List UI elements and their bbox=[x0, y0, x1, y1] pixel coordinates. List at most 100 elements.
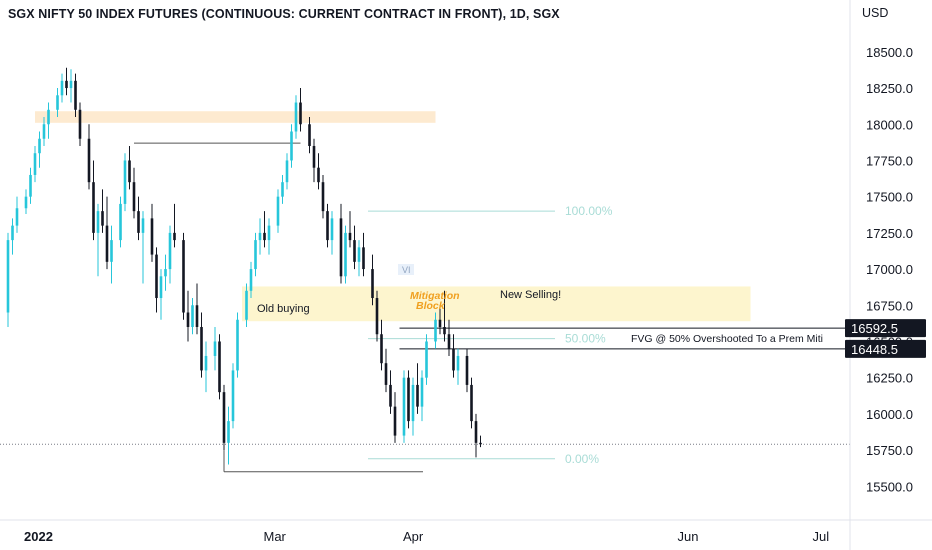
candle bbox=[29, 167, 32, 204]
y-tick-label: 15500.0 bbox=[866, 479, 913, 494]
candle bbox=[308, 117, 311, 154]
candle bbox=[389, 370, 392, 414]
x-tick-label: 2022 bbox=[24, 529, 53, 544]
candle-body bbox=[132, 182, 136, 212]
candle bbox=[168, 225, 172, 284]
candle-body bbox=[456, 355, 460, 371]
x-tick-label: Mar bbox=[264, 529, 287, 544]
candle bbox=[357, 240, 361, 277]
candle-body bbox=[231, 370, 235, 422]
candle bbox=[290, 124, 293, 168]
candle-body bbox=[425, 341, 428, 378]
candle-body bbox=[474, 421, 478, 443]
candle-body bbox=[78, 109, 82, 139]
candle bbox=[33, 145, 37, 183]
price-label-bg bbox=[845, 319, 926, 338]
candle-body bbox=[6, 240, 10, 313]
annotation-mitigation-1: Mitigation bbox=[410, 290, 460, 302]
candle bbox=[42, 117, 46, 146]
candle-body bbox=[47, 109, 50, 125]
candle-body bbox=[420, 377, 424, 407]
candle-body bbox=[299, 102, 302, 125]
candle bbox=[105, 196, 109, 270]
candle bbox=[231, 363, 235, 429]
candle bbox=[132, 167, 136, 219]
candle-body bbox=[447, 334, 451, 349]
candle-body bbox=[389, 384, 392, 407]
candle bbox=[123, 153, 127, 212]
candle-body bbox=[101, 211, 104, 226]
candle bbox=[416, 363, 419, 414]
candle-body bbox=[290, 131, 293, 161]
candle bbox=[330, 211, 334, 255]
candle bbox=[204, 341, 208, 393]
candle bbox=[443, 290, 446, 342]
candle-body bbox=[191, 305, 194, 327]
candle-body bbox=[357, 247, 361, 262]
y-tick-label: 15750.0 bbox=[866, 443, 913, 458]
candle-body bbox=[326, 211, 329, 241]
candle bbox=[155, 247, 158, 313]
candle bbox=[249, 261, 253, 299]
candle-body bbox=[470, 384, 473, 422]
candle-body bbox=[348, 232, 352, 241]
candle-body bbox=[218, 341, 221, 393]
candle bbox=[159, 269, 163, 320]
candle bbox=[312, 138, 316, 183]
y-tick-label: 18000.0 bbox=[866, 117, 913, 132]
candle-body bbox=[56, 95, 59, 110]
candle bbox=[375, 290, 379, 342]
candle-body bbox=[353, 240, 356, 262]
candle bbox=[438, 305, 442, 335]
candle-body bbox=[150, 218, 154, 255]
candle bbox=[402, 370, 406, 443]
y-tick-label: 16750.0 bbox=[866, 298, 913, 313]
candle bbox=[285, 153, 289, 190]
candle bbox=[119, 196, 122, 248]
candle bbox=[92, 160, 95, 241]
candle-body bbox=[182, 240, 185, 313]
candle-body bbox=[11, 225, 14, 241]
candle bbox=[74, 73, 77, 118]
candle-body bbox=[465, 355, 469, 385]
candle-body bbox=[29, 174, 32, 197]
candle bbox=[299, 88, 302, 132]
candle-body bbox=[24, 196, 28, 209]
candle bbox=[141, 211, 145, 284]
candle-body bbox=[276, 196, 280, 226]
candle bbox=[384, 348, 388, 393]
mitigation-zone bbox=[525, 286, 751, 322]
candle-body bbox=[452, 348, 455, 371]
supply-zone bbox=[35, 111, 436, 123]
candle bbox=[150, 203, 154, 262]
candle bbox=[38, 131, 41, 168]
candle-body bbox=[294, 102, 298, 132]
candle-body bbox=[195, 305, 199, 327]
x-tick-label: Apr bbox=[403, 529, 424, 544]
annotation-old-buying: Old buying bbox=[257, 303, 310, 315]
candle bbox=[15, 196, 19, 233]
candle-body bbox=[74, 80, 77, 110]
candle-body bbox=[438, 319, 442, 327]
candle-body bbox=[87, 138, 91, 183]
currency-label: USD bbox=[862, 6, 888, 20]
y-tick-label: 17500.0 bbox=[866, 190, 913, 205]
y-tick-label: 16250.0 bbox=[866, 371, 913, 386]
candle-body bbox=[258, 232, 262, 241]
candle-body bbox=[236, 319, 239, 371]
candle bbox=[164, 254, 167, 291]
candle bbox=[101, 189, 104, 233]
candle-body bbox=[119, 203, 122, 241]
candle-body bbox=[173, 232, 176, 241]
candle-body bbox=[60, 80, 64, 96]
candle-body bbox=[344, 232, 347, 277]
candle bbox=[326, 203, 329, 248]
candle-body bbox=[137, 211, 140, 233]
candle bbox=[447, 319, 451, 356]
candle-body bbox=[128, 160, 131, 183]
candle-body bbox=[281, 182, 284, 197]
candle bbox=[281, 174, 284, 204]
annotation-mitigation-2: Block bbox=[416, 300, 446, 312]
candle-body bbox=[402, 377, 406, 436]
candle bbox=[479, 435, 482, 448]
